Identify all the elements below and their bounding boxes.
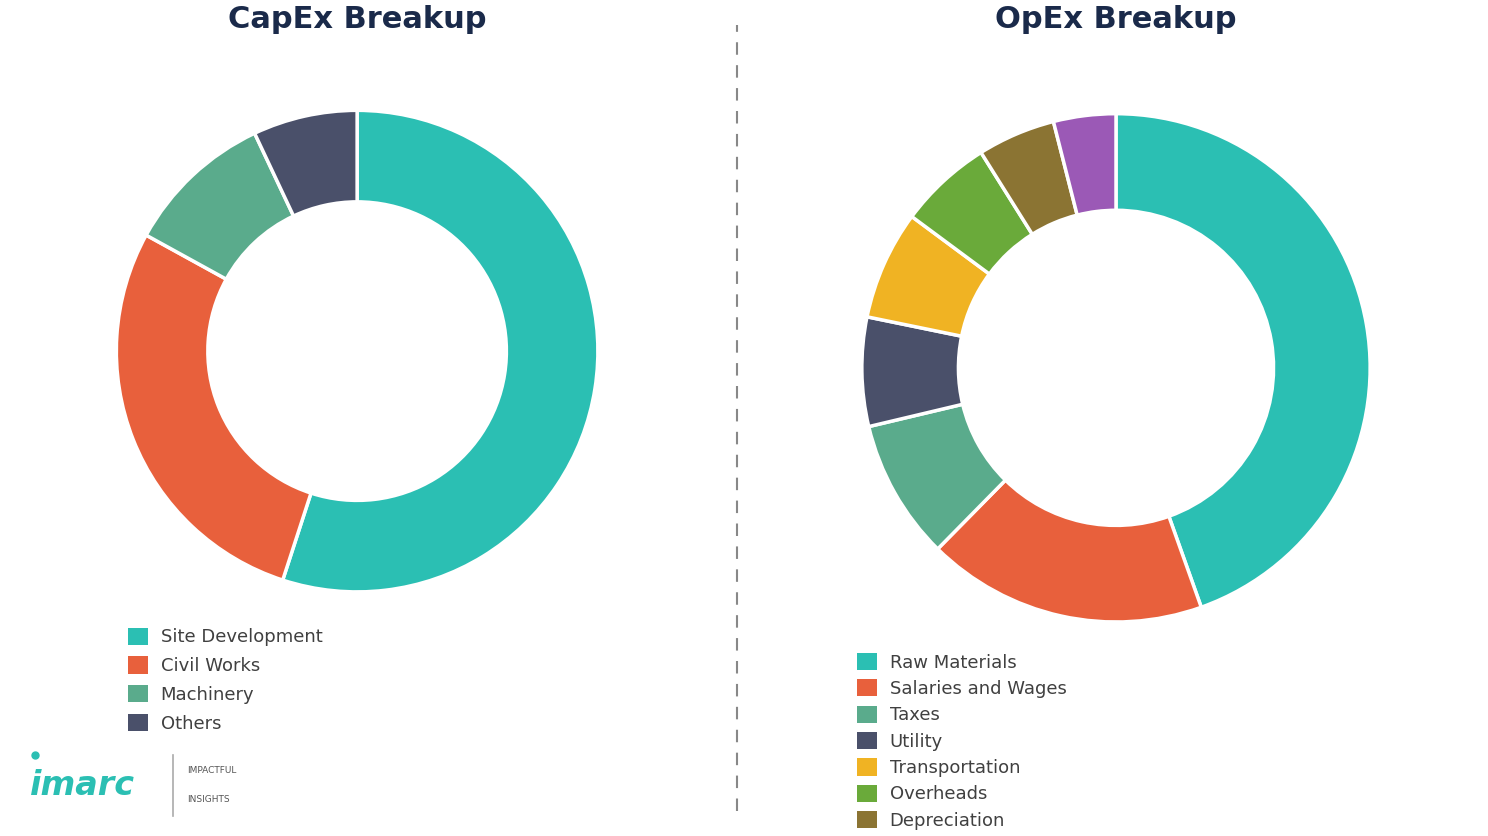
Wedge shape (283, 110, 598, 592)
Wedge shape (868, 217, 990, 336)
Wedge shape (146, 133, 293, 279)
Wedge shape (937, 480, 1201, 622)
Wedge shape (981, 121, 1077, 234)
Title: CapEx Breakup: CapEx Breakup (228, 5, 487, 34)
Wedge shape (116, 235, 311, 580)
Text: imarc: imarc (30, 769, 135, 803)
Text: INSIGHTS: INSIGHTS (187, 795, 231, 804)
Wedge shape (1054, 114, 1116, 215)
Text: IMPACTFUL: IMPACTFUL (187, 766, 237, 775)
Wedge shape (912, 152, 1033, 274)
Title: OpEx Breakup: OpEx Breakup (995, 5, 1237, 34)
Legend: Raw Materials, Salaries and Wages, Taxes, Utility, Transportation, Overheads, De: Raw Materials, Salaries and Wages, Taxes… (857, 653, 1067, 836)
Wedge shape (1116, 114, 1370, 607)
Wedge shape (869, 405, 1006, 549)
Legend: Site Development, Civil Works, Machinery, Others: Site Development, Civil Works, Machinery… (128, 628, 323, 732)
Wedge shape (254, 110, 357, 216)
Wedge shape (862, 317, 963, 426)
